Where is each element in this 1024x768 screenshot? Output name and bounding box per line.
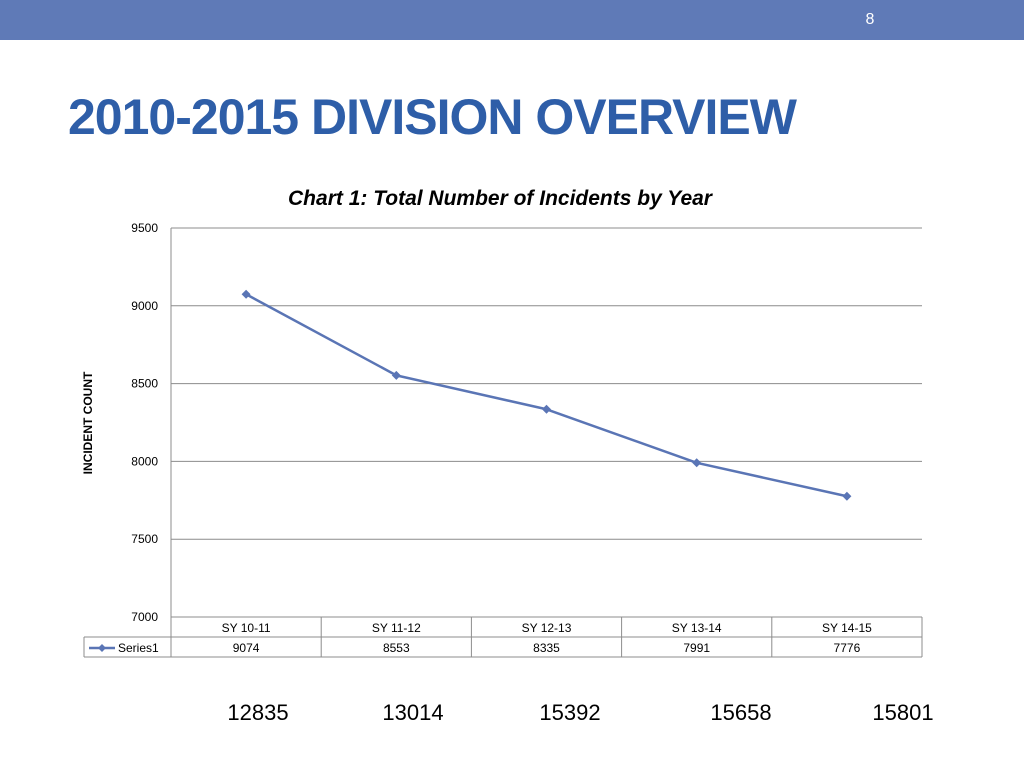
data-point: [391, 370, 401, 380]
data-point: [842, 491, 852, 501]
extra-value: 12835: [227, 700, 289, 725]
data-table: SY 10-11 SY 11-12 SY 12-13 SY 13-14 SY 14-15…: [83, 617, 923, 658]
slide-title: 2010-2015 DIVISION OVERVIEW: [68, 89, 797, 145]
y-axis-label: INCIDENT COUNT: [81, 371, 95, 474]
x-category-label: SY 13-14: [672, 621, 722, 635]
y-tick-label: 8500: [131, 377, 158, 391]
gridlines: [170, 227, 922, 618]
data-table-value: 7776: [834, 641, 861, 655]
extra-value: 15658: [710, 700, 772, 725]
y-tick-label: 9500: [131, 221, 158, 235]
series-layer: [241, 289, 852, 501]
y-tick-label: 7000: [131, 610, 158, 624]
x-category-label: SY 14-15: [822, 621, 872, 635]
x-category-label: SY 11-12: [372, 621, 421, 635]
y-tick-label: 8000: [131, 454, 158, 468]
data-table-value: 8335: [533, 641, 560, 655]
data-table-value: 7991: [683, 641, 710, 655]
extra-value: 15392: [539, 700, 601, 725]
data-table-value: 9074: [233, 641, 260, 655]
data-table-value: 8553: [383, 641, 410, 655]
y-tick-labels: 7000 7500 8000 8500 9000 9500: [131, 221, 158, 624]
data-point: [241, 289, 251, 299]
data-point: [542, 404, 551, 414]
y-tick-label: 7500: [131, 532, 158, 546]
extra-values-row: 12835 13014 15392 15658 15801: [0, 700, 1024, 730]
extra-value: 13014: [382, 700, 444, 725]
extra-value: 15801: [872, 700, 934, 725]
chart-title: Chart 1: Total Number of Incidents by Ye…: [288, 187, 714, 210]
data-point: [692, 458, 702, 468]
x-category-label: SY 10-11: [222, 621, 271, 635]
legend-marker: [98, 644, 106, 652]
top-bar: [0, 0, 1024, 40]
legend-series-name: Series1: [118, 641, 159, 655]
series-line: [245, 293, 848, 498]
x-category-label: SY 12-13: [522, 621, 572, 635]
y-tick-label: 9000: [131, 299, 158, 313]
slide-number: 8: [865, 11, 875, 28]
